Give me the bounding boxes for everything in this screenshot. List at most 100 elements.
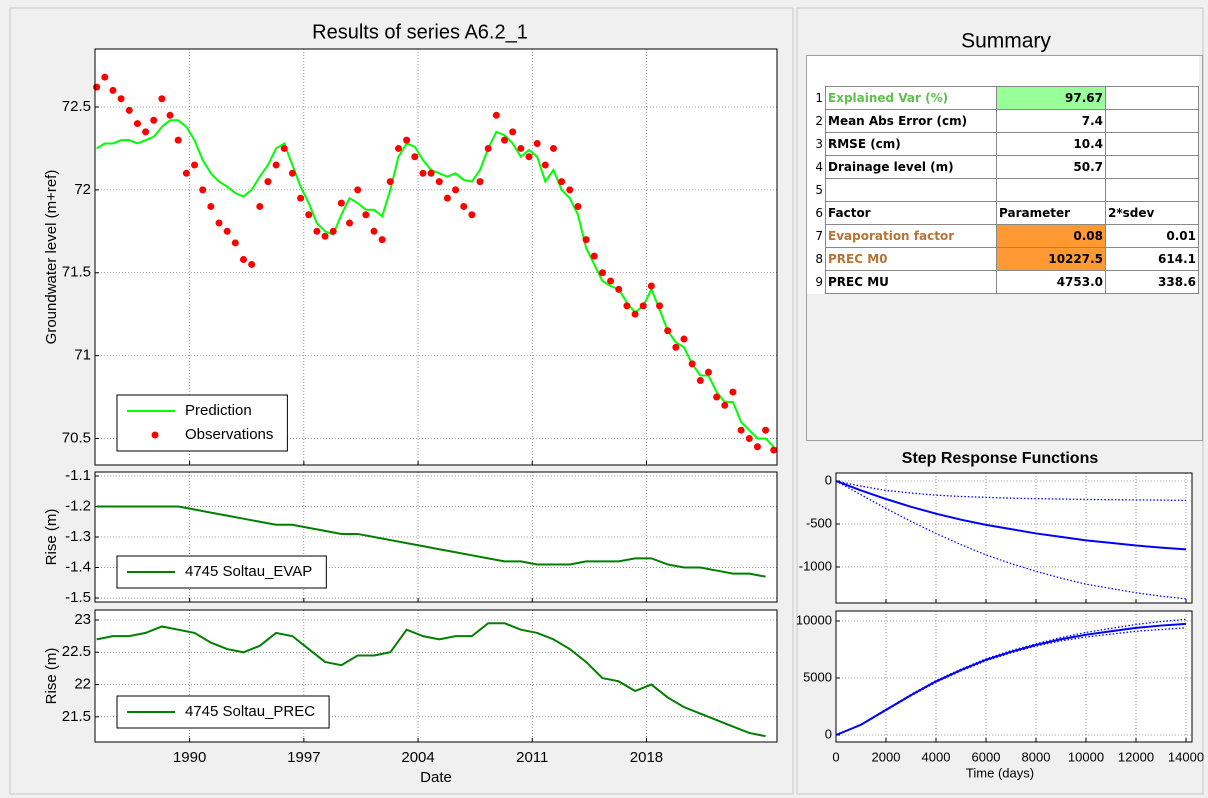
observation-point (231, 239, 239, 247)
table-cell (825, 178, 997, 202)
x-tick-label: 14000 (1168, 749, 1204, 764)
observation-point (664, 327, 672, 335)
x-tick-label: 2004 (401, 749, 434, 766)
table-cell: 7.4 (996, 109, 1106, 133)
row-number: 9 (807, 270, 826, 294)
x-tick-label: 2000 (872, 749, 901, 764)
table-cell: Factor (825, 201, 997, 225)
observation-point (549, 144, 557, 152)
x-axis-label: Time (days) (966, 765, 1034, 780)
observation-point (729, 388, 737, 396)
observation-point (607, 277, 615, 285)
series-line (96, 505, 766, 578)
observation-point (362, 211, 370, 219)
summary-table: 1 Explained Var (%) 97.67 2 Mean Abs Error (… (807, 56, 1199, 294)
observation-point (150, 116, 158, 124)
legend-label: Observations (185, 426, 273, 443)
x-tick-label: 2011 (516, 749, 548, 766)
observation-point (182, 169, 190, 177)
y-tick-label: 71.5 (62, 264, 91, 281)
table-cell: 4753.0 (996, 270, 1106, 294)
observation-point (656, 302, 664, 310)
observation-point (313, 227, 321, 235)
observation-point (598, 269, 606, 277)
axes-frame (94, 609, 778, 743)
observation-point (468, 211, 476, 219)
y-tick-label: 5000 (803, 669, 832, 684)
observation-point (435, 178, 443, 186)
x-tick-label: 12000 (1118, 749, 1154, 764)
x-tick-label: 10000 (1068, 749, 1104, 764)
legend-label: 4745 Soltau_EVAP (185, 563, 312, 580)
table-cell: Parameter (996, 201, 1106, 225)
summary-title: Summary (961, 30, 1051, 53)
observation-point (174, 136, 182, 144)
observation-point (427, 169, 435, 177)
observation-point (509, 128, 517, 136)
table-row: 5 (807, 178, 1199, 202)
table-cell: 10.4 (996, 132, 1106, 156)
observation-point (288, 169, 296, 177)
plot-area (836, 473, 1192, 603)
observation-point (280, 144, 288, 152)
y-tick-label: -1.2 (65, 497, 91, 514)
observation-point (541, 161, 549, 169)
observation-point (256, 202, 264, 210)
observation-point (386, 178, 394, 186)
row-number: 3 (807, 132, 826, 156)
axes-frame (835, 610, 1193, 743)
observation-point (443, 194, 451, 202)
observation-point (688, 360, 696, 368)
x-tick-label: 8000 (1022, 749, 1051, 764)
observation-point (753, 443, 761, 451)
table-header-row (807, 56, 1199, 87)
table-cell: PREC MU (825, 270, 997, 294)
y-tick-label: 72 (74, 181, 91, 198)
observation-point (492, 111, 500, 119)
table-cell: 338.6 (1105, 270, 1199, 294)
header-cell (807, 56, 826, 87)
observation-point (378, 236, 386, 244)
table-row: 6 Factor Parameter 2*sdev (807, 201, 1199, 225)
table-cell (1105, 132, 1199, 156)
legend: 4745 Soltau_EVAP (116, 555, 327, 589)
y-tick-label: 21.5 (62, 708, 91, 725)
table-cell: PREC M0 (825, 247, 997, 271)
observation-point (403, 136, 411, 144)
row-number: 4 (807, 155, 826, 179)
axes-frame (835, 472, 1193, 604)
observation-point (770, 446, 778, 454)
y-axis-label: Groundwater level (m+ref) (43, 170, 60, 345)
observation-point (647, 282, 655, 290)
header-cell (826, 56, 997, 87)
observation-point (476, 178, 484, 186)
table-row: 3 RMSE (cm) 10.4 (807, 132, 1199, 156)
series-line (96, 119, 775, 448)
legend: 4745 Soltau_PREC (116, 695, 330, 729)
chart-title: Results of series A6.2_1 (312, 21, 528, 43)
observation-point (394, 144, 402, 152)
observation-point (737, 426, 745, 434)
table-cell: 97.67 (996, 86, 1106, 110)
y-tick-label: 0 (825, 472, 832, 487)
table-cell (1105, 155, 1199, 179)
observation-point (337, 199, 345, 207)
y-tick-label: -500 (806, 515, 832, 530)
observation-point (517, 144, 525, 152)
summary-panel: 1 Explained Var (%) 97.67 2 Mean Abs Error (… (806, 55, 1203, 441)
legend-marker (151, 431, 159, 439)
y-tick-label: -1.4 (65, 558, 91, 575)
table-cell: 10227.5 (996, 247, 1106, 271)
observation-point (501, 136, 509, 144)
y-tick-label: 72.5 (62, 98, 91, 115)
legend-label: Prediction (185, 402, 252, 419)
observation-point (370, 227, 378, 235)
y-tick-label: 71 (74, 347, 91, 364)
row-number: 6 (807, 201, 826, 225)
y-axis-label: Rise (m) (43, 509, 60, 566)
x-axis-label: Date (420, 769, 452, 786)
observation-point (101, 73, 109, 81)
observation-point (590, 252, 598, 260)
observation-point (533, 139, 541, 147)
